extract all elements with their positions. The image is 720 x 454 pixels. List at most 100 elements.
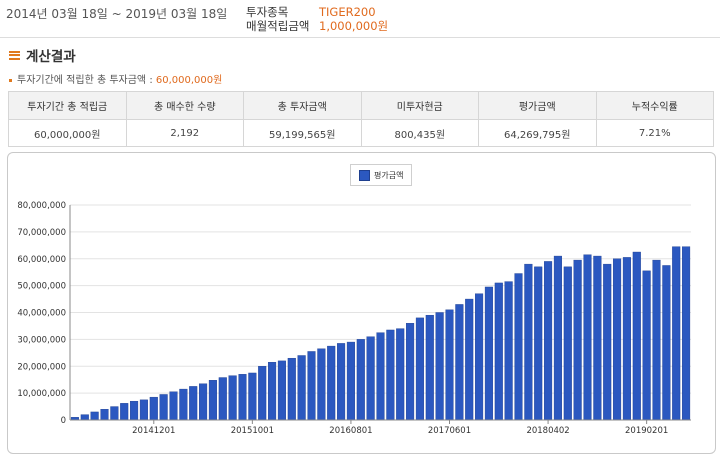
bar[interactable]: [534, 266, 543, 421]
cell-cash: 800,435원: [360, 119, 479, 147]
item-label: 투자종목: [246, 5, 289, 19]
bar[interactable]: [553, 255, 562, 421]
bar[interactable]: [258, 366, 267, 421]
bar[interactable]: [120, 403, 129, 421]
bar[interactable]: [238, 374, 247, 421]
cell-total-saved: 60,000,000원: [8, 119, 127, 147]
bar[interactable]: [337, 343, 346, 421]
bar[interactable]: [396, 328, 405, 421]
bars: [70, 246, 691, 421]
x-tick-label: 20180402: [526, 426, 569, 436]
col-header-cash: 미투자현금: [360, 91, 479, 120]
bar[interactable]: [682, 246, 691, 421]
bar[interactable]: [228, 375, 237, 421]
bar[interactable]: [317, 348, 326, 421]
y-tick-label: 80,000,000: [17, 201, 66, 211]
bar[interactable]: [90, 411, 99, 421]
bar[interactable]: [494, 282, 503, 421]
valuation-bar-chart: 0 10,000,000 20,000,000 30,000,000 40,000,00…: [17, 201, 691, 436]
x-tick-label: 20170601: [428, 426, 471, 436]
bar[interactable]: [189, 386, 198, 421]
bar[interactable]: [307, 351, 316, 421]
bar[interactable]: [277, 360, 286, 421]
bar[interactable]: [593, 255, 602, 421]
bar[interactable]: [583, 254, 592, 421]
monthly-label: 매월적립금액: [246, 19, 310, 33]
result-table: 투자기간 총 적립금 총 매수한 수량 총 투자금액 미투자현금 평가금액 누적…: [8, 91, 714, 147]
y-tick-label: 30,000,000: [17, 335, 66, 345]
col-header-total-saved: 투자기간 총 적립금: [8, 91, 127, 120]
table-header-row: 투자기간 총 적립금 총 매수한 수량 총 투자금액 미투자현금 평가금액 누적…: [8, 91, 714, 120]
section-title: 계산결과: [9, 45, 76, 65]
bar[interactable]: [406, 323, 415, 421]
bar[interactable]: [366, 336, 375, 421]
bar[interactable]: [573, 259, 582, 421]
bar[interactable]: [455, 304, 464, 421]
col-header-quantity: 총 매수한 수량: [125, 91, 244, 120]
x-axis-labels: 20141201 20151001 20160801 20170601 20180402…: [132, 420, 668, 436]
cell-invested: 59,199,565원: [243, 119, 362, 147]
y-tick-label: 40,000,000: [17, 309, 66, 319]
bar[interactable]: [199, 383, 208, 421]
bar[interactable]: [386, 329, 395, 421]
bar[interactable]: [544, 261, 553, 421]
bar[interactable]: [179, 388, 188, 421]
bar[interactable]: [248, 372, 257, 421]
bar[interactable]: [80, 414, 89, 421]
cell-return: 7.21%: [595, 119, 714, 147]
bar[interactable]: [100, 409, 109, 421]
bar[interactable]: [268, 362, 277, 421]
bar[interactable]: [603, 263, 612, 421]
section-title-text: 계산결과: [26, 49, 76, 65]
bar[interactable]: [159, 394, 168, 421]
y-tick-label: 70,000,000: [17, 228, 66, 238]
note-label: 투자기간에 적립한 총 투자금액 :: [17, 75, 156, 86]
bar[interactable]: [110, 406, 119, 421]
bar[interactable]: [415, 317, 424, 421]
bar[interactable]: [504, 281, 513, 421]
bar[interactable]: [297, 355, 306, 421]
bar[interactable]: [465, 298, 474, 421]
info-values: TIGER200 1,000,000원: [319, 5, 388, 33]
bar[interactable]: [662, 265, 671, 421]
bar[interactable]: [652, 259, 661, 421]
bar[interactable]: [524, 263, 533, 421]
bar[interactable]: [356, 339, 365, 421]
col-header-return: 누적수익률: [595, 91, 714, 120]
bar[interactable]: [672, 246, 681, 421]
bar[interactable]: [130, 400, 139, 421]
y-tick-label: 10,000,000: [17, 389, 66, 399]
bar[interactable]: [514, 273, 523, 421]
info-labels: 투자종목 매월적립금액: [246, 5, 309, 33]
bar[interactable]: [287, 357, 296, 421]
x-tick-label: 20190201: [625, 426, 668, 436]
bar[interactable]: [346, 341, 355, 421]
legend-label: 평가금액: [374, 170, 404, 180]
total-note: 투자기간에 적립한 총 투자금액 : 60,000,000원: [9, 71, 222, 86]
y-tick-label: 0: [61, 416, 66, 426]
bar[interactable]: [632, 251, 641, 421]
bar[interactable]: [208, 380, 217, 421]
bar[interactable]: [327, 345, 336, 421]
bar[interactable]: [149, 396, 158, 421]
col-header-invested: 총 투자금액: [243, 91, 362, 120]
bar[interactable]: [563, 266, 572, 421]
chart-legend[interactable]: 평가금액: [350, 164, 413, 186]
table-row: 60,000,000원 2,192 59,199,565원 800,435원 6…: [8, 119, 714, 147]
cell-quantity: 2,192: [125, 119, 244, 147]
bar[interactable]: [484, 286, 493, 421]
bar[interactable]: [642, 270, 651, 421]
bar[interactable]: [445, 309, 454, 421]
bar[interactable]: [376, 332, 385, 421]
bar[interactable]: [139, 399, 148, 421]
bar[interactable]: [613, 258, 622, 421]
bar[interactable]: [435, 312, 444, 421]
note-value: 60,000,000원: [155, 75, 223, 86]
bar[interactable]: [218, 377, 227, 421]
bar[interactable]: [622, 257, 631, 421]
bar[interactable]: [169, 391, 178, 421]
y-tick-label: 50,000,000: [17, 282, 66, 292]
x-tick-label: 20160801: [329, 426, 372, 436]
bar[interactable]: [475, 293, 484, 421]
bar[interactable]: [425, 314, 434, 421]
